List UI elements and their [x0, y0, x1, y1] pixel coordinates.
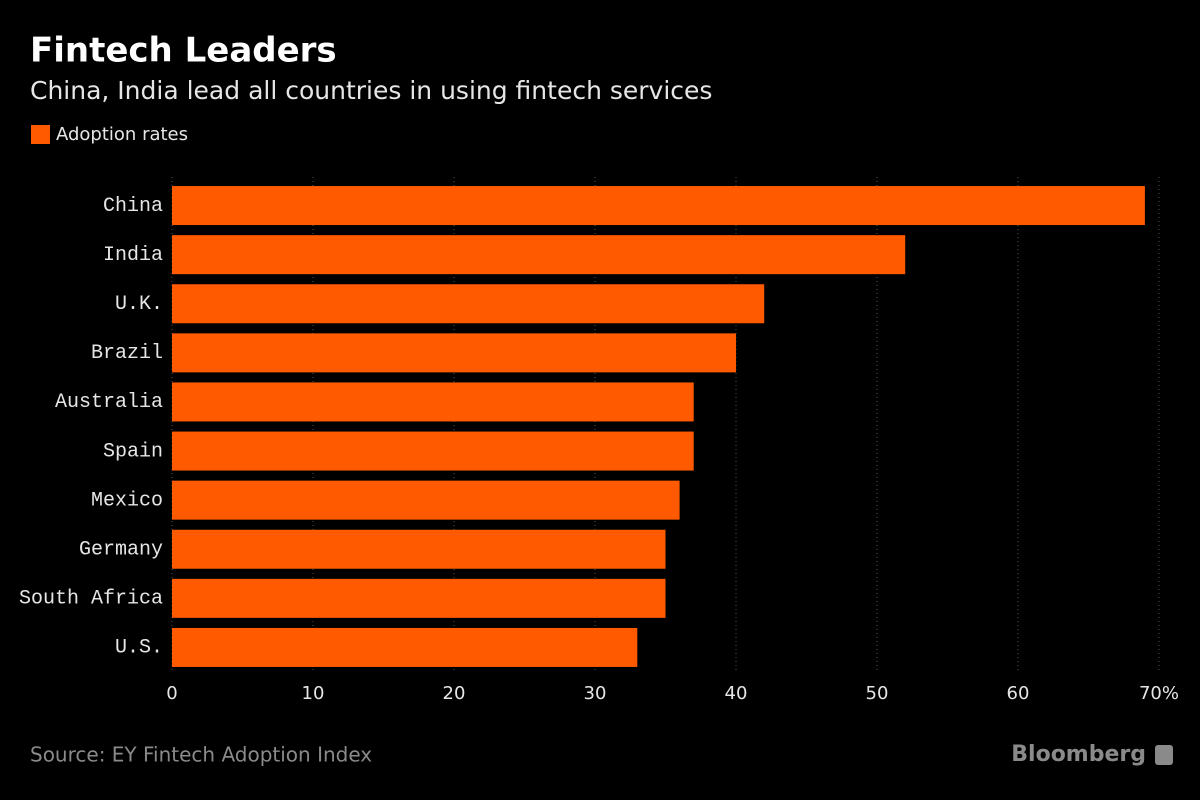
y-tick-label: Germany — [79, 539, 163, 562]
x-tick-label: 70% — [1139, 683, 1179, 704]
x-tick-label: 60 — [1007, 683, 1030, 704]
chart-subtitle: China, India lead all countries in using… — [30, 76, 712, 105]
x-tick-label: 20 — [443, 683, 466, 704]
x-tick-label: 10 — [302, 683, 325, 704]
bar — [172, 431, 694, 471]
y-tick-label: South Africa — [19, 588, 163, 611]
y-tick-label: Brazil — [91, 342, 163, 365]
bar — [172, 186, 1145, 226]
x-tick-label: 50 — [866, 683, 889, 704]
legend-swatch — [31, 125, 50, 144]
bar — [172, 578, 666, 618]
y-tick-label: Mexico — [91, 489, 163, 512]
legend-label: Adoption rates — [56, 124, 188, 145]
chart-title: Fintech Leaders — [30, 31, 337, 71]
y-tick-label: China — [103, 195, 163, 218]
bar — [172, 382, 694, 422]
x-tick-label: 0 — [166, 683, 177, 704]
bar — [172, 284, 765, 324]
brand: Bloomberg — [1011, 742, 1146, 767]
bar — [172, 333, 736, 373]
y-tick-label: Australia — [55, 391, 163, 414]
source: Source: EY Fintech Adoption Index — [30, 743, 372, 767]
y-tick-label: U.S. — [115, 637, 163, 660]
y-tick-label: U.K. — [115, 293, 163, 316]
y-tick-label: Spain — [103, 440, 163, 463]
x-tick-label: 30 — [584, 683, 607, 704]
brand-icon — [1155, 745, 1173, 765]
x-tick-label: 40 — [725, 683, 748, 704]
y-tick-label: India — [103, 244, 163, 267]
bar — [172, 235, 906, 275]
bar — [172, 627, 638, 667]
bar — [172, 480, 680, 520]
bar — [172, 529, 666, 569]
